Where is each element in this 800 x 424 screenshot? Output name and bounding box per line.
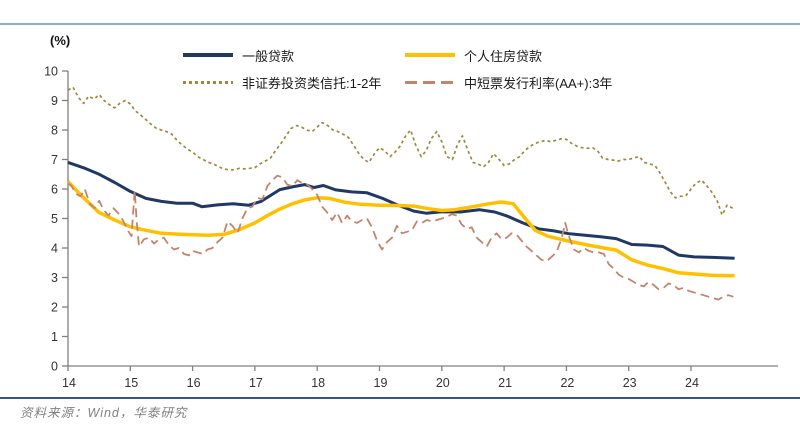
top-divider-rule xyxy=(0,23,800,25)
solid-line-icon xyxy=(183,53,233,57)
series-line-2 xyxy=(67,86,734,216)
legend-item-personal-housing-loan: 个人住房贷款 xyxy=(405,46,542,64)
y-axis-unit-label: (%) xyxy=(50,33,71,48)
y-tick-label: 0 xyxy=(51,360,58,374)
dashed-line-icon xyxy=(405,80,455,84)
y-tick-label: 10 xyxy=(44,65,58,79)
legend-label: 个人住房贷款 xyxy=(464,48,543,64)
y-tick-label: 1 xyxy=(51,330,58,344)
x-tick-label: 14 xyxy=(62,376,76,390)
y-tick-label: 5 xyxy=(51,212,58,226)
legend-row-1: 一般贷款 个人住房贷款 xyxy=(0,46,800,64)
legend-label: 一般贷款 xyxy=(242,48,295,64)
series-line-1 xyxy=(66,180,735,278)
x-tick-label: 18 xyxy=(311,376,325,390)
x-tick-label: 20 xyxy=(436,376,450,390)
x-tick-label: 19 xyxy=(374,376,388,390)
axes xyxy=(62,70,778,371)
series-line-3 xyxy=(67,174,734,301)
x-tick-label: 22 xyxy=(560,376,574,390)
series-line-0 xyxy=(67,160,735,260)
source-note: 资料来源：Wind，华泰研究 xyxy=(20,406,188,420)
x-tick-label: 21 xyxy=(498,376,512,390)
y-tick-label: 4 xyxy=(51,242,58,256)
y-tick-label: 8 xyxy=(51,124,58,138)
x-tick-label: 23 xyxy=(623,376,637,390)
y-tick-label: 9 xyxy=(51,94,58,108)
y-tick-label: 6 xyxy=(51,183,58,197)
legend-item-general-loan: 一般贷款 xyxy=(183,46,294,64)
solid-line-icon xyxy=(405,53,455,57)
legend-label: 中短票发行利率(AA+):3年 xyxy=(464,75,613,91)
y-tick-label: 2 xyxy=(51,301,58,315)
legend-label: 非证券投资类信托:1-2年 xyxy=(242,75,382,91)
footer-divider-rule xyxy=(0,397,800,399)
y-tick-label: 7 xyxy=(51,153,58,167)
x-tick-label: 16 xyxy=(187,376,201,390)
x-tick-label: 17 xyxy=(249,376,263,390)
legend-item-trust-yield: 非证券投资类信托:1-2年 xyxy=(183,73,381,91)
x-tick-label: 15 xyxy=(124,376,138,390)
dotted-line-icon xyxy=(183,80,233,84)
legend-item-mtn-rate: 中短票发行利率(AA+):3年 xyxy=(405,73,612,91)
x-tick-label: 24 xyxy=(685,376,699,390)
y-tick-label: 3 xyxy=(51,271,58,285)
legend-row-2: 非证券投资类信托:1-2年 中短票发行利率(AA+):3年 xyxy=(0,73,800,91)
